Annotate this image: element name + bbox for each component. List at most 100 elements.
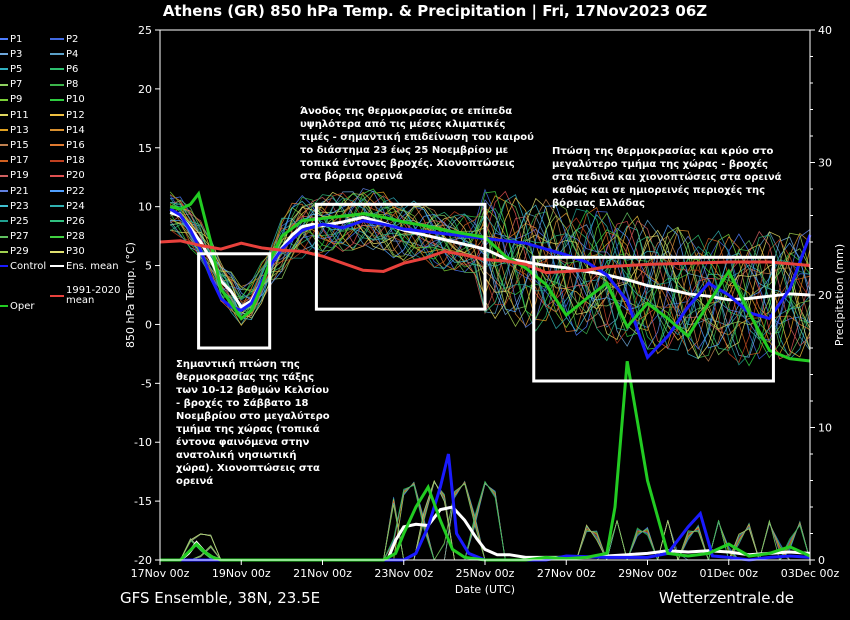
annotation-drop: Σημαντική πτώση της θερμοκρασίας της τάξ… <box>176 359 330 487</box>
legend-item-p5: P5 <box>0 63 22 75</box>
y2-tick-label: 0 <box>818 554 825 567</box>
y-tick-label: 10 <box>138 201 152 214</box>
legend-swatch <box>50 83 64 86</box>
y2-tick-label: 30 <box>818 157 832 170</box>
legend-swatch <box>50 38 64 40</box>
legend-item-p18: P18 <box>50 155 85 167</box>
ensemble-member-line <box>170 198 811 362</box>
y-tick-label: -5 <box>141 377 152 390</box>
legend-item-p23: P23 <box>0 200 29 212</box>
legend-swatch <box>50 235 64 238</box>
legend-swatch <box>50 295 64 297</box>
legend-label: P25 <box>10 215 29 227</box>
legend-item-p25: P25 <box>0 215 29 227</box>
highlight-box <box>532 255 775 383</box>
legend-label: P18 <box>66 155 85 167</box>
legend-swatch <box>50 174 64 177</box>
legend-item-p10: P10 <box>50 94 85 106</box>
ensemble-member-line <box>170 197 811 360</box>
x-tick-label: 23Nov 00z <box>374 567 433 580</box>
x-tick-label: 27Nov 00z <box>537 567 596 580</box>
legend-item-p12: P12 <box>50 109 85 121</box>
ensemble-member-line <box>170 191 811 349</box>
x-axis-label: Date (UTC) <box>455 583 515 596</box>
legend-item-p13: P13 <box>0 124 29 136</box>
legend-label: P26 <box>66 215 85 227</box>
legend-label: P22 <box>66 185 85 197</box>
legend-label: P27 <box>10 231 29 243</box>
legend-label: P23 <box>10 200 29 212</box>
legend-item-oper: Oper <box>0 300 34 312</box>
legend-swatch <box>50 250 64 253</box>
legend-label: Oper <box>10 300 35 312</box>
legend-label: 1991-2020 mean <box>66 285 121 306</box>
temp-line-oper <box>169 190 811 363</box>
legend-item-p27: P27 <box>0 231 29 243</box>
legend-item-p21: P21 <box>0 185 29 197</box>
legend-item-p29: P29 <box>0 246 29 258</box>
legend-label: P16 <box>66 139 85 151</box>
legend-item-p19: P19 <box>0 170 29 182</box>
legend-swatch <box>0 144 8 147</box>
highlight-box <box>197 252 272 350</box>
legend-label: P19 <box>10 170 29 182</box>
legend-swatch <box>0 265 8 267</box>
legend-item-p8: P8 <box>50 79 78 91</box>
legend-item-p4: P4 <box>50 48 78 60</box>
legend-swatch <box>0 114 8 116</box>
temp-line-ens-mean <box>169 211 811 309</box>
x-tick-label: 21Nov 00z <box>293 567 352 580</box>
footer-site: Wetterzentrale.de <box>658 589 794 607</box>
legend-label: P8 <box>66 79 79 91</box>
legend-swatch <box>50 114 64 116</box>
x-tick-label: 29Nov 00z <box>618 567 677 580</box>
legend-label: P9 <box>10 94 23 106</box>
legend-label: P13 <box>10 124 29 136</box>
legend-swatch <box>50 53 64 56</box>
ensemble-member-line <box>169 188 811 360</box>
legend-label: P15 <box>10 139 29 151</box>
legend-item-p2: P2 <box>50 33 78 45</box>
y2-axis-label: Precipitation (mm) <box>833 244 846 346</box>
legend-item-p1: P1 <box>0 33 22 45</box>
chart-title: Athens (GR) 850 hPa Temp. & Precipitatio… <box>162 2 708 20</box>
temp-line-1991-2020-mean <box>159 239 811 275</box>
y-tick-label: 0 <box>145 318 152 331</box>
highlight-box <box>314 202 487 311</box>
legend-label: P10 <box>66 94 85 106</box>
x-tick-label: 19Nov 00z <box>212 567 271 580</box>
legend-item-p14: P14 <box>50 124 85 136</box>
annotation-rise: Άνοδος της θερμοκρασίας σε επίπεδα υψηλό… <box>300 106 534 182</box>
legend-swatch <box>50 159 64 162</box>
legend-swatch <box>0 305 8 307</box>
legend-label: P6 <box>66 63 79 75</box>
legend-swatch <box>50 129 64 132</box>
ensemble-member-line <box>169 194 811 352</box>
x-tick-label: 03Dec 00z <box>781 567 840 580</box>
legend-label: P29 <box>10 246 29 258</box>
legend-label: P30 <box>66 246 85 258</box>
legend-swatch <box>0 235 8 238</box>
legend-swatch <box>0 68 8 71</box>
legend-swatch <box>0 83 8 86</box>
legend-label: Ens. mean <box>66 260 119 272</box>
legend-swatch <box>0 190 8 192</box>
legend-swatch <box>0 38 8 40</box>
y-tick-label: 5 <box>145 260 152 273</box>
legend-swatch <box>0 174 8 177</box>
footer-model-info: GFS Ensemble, 38N, 23.5E <box>120 589 321 607</box>
y-tick-label: 20 <box>138 83 152 96</box>
legend-item-p24: P24 <box>50 200 85 212</box>
legend-swatch <box>0 159 8 162</box>
ensemble-member-line <box>169 196 811 347</box>
y-tick-label: 15 <box>138 142 152 155</box>
legend-label: P4 <box>66 48 79 60</box>
legend-swatch <box>50 220 64 223</box>
legend-swatch <box>0 250 8 253</box>
ensemble-member-line <box>169 192 811 335</box>
legend-label: P2 <box>66 33 79 45</box>
legend-label: P17 <box>10 155 29 167</box>
legend-swatch <box>50 205 64 208</box>
y-tick-label: -15 <box>134 495 152 508</box>
legend-item-p16: P16 <box>50 139 85 151</box>
